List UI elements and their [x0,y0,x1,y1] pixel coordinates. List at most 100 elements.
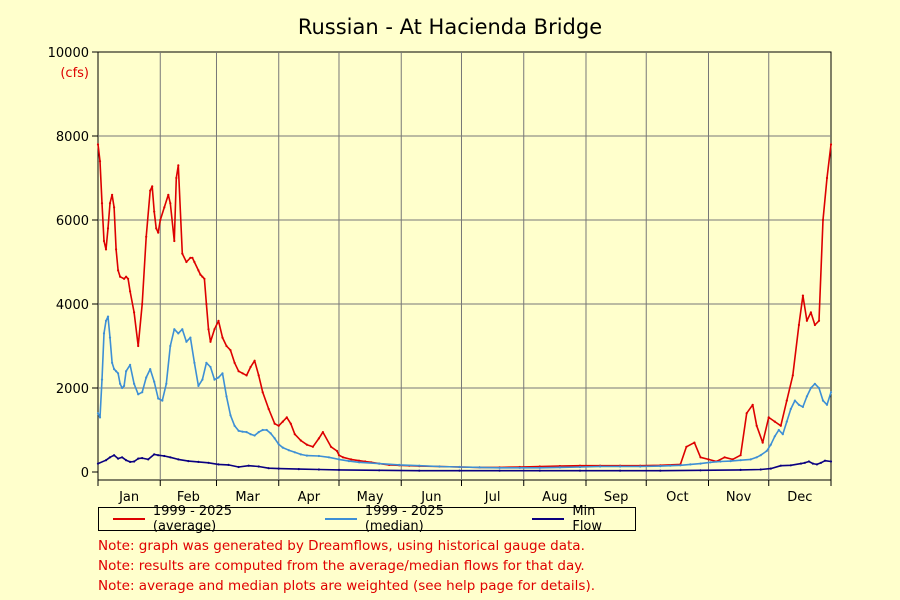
data-point [619,469,622,472]
x-tick-label: Apr [298,490,321,505]
data-point [793,399,797,402]
data-point [289,422,292,425]
data-point [745,412,748,415]
data-point [233,424,236,427]
legend: 1999 - 2025 (average) 1999 - 2025 (media… [98,504,636,534]
plot-area [97,51,832,481]
data-point [759,468,762,471]
data-point [349,458,353,461]
data-point [789,464,792,467]
data-point [213,328,216,331]
data-point [398,463,401,466]
x-axis: Jan Feb Mar Apr May Jun Jul Aug Sep Oct Nov Dec [97,480,832,505]
data-point [145,235,148,238]
data-point [337,454,341,457]
data-point [329,445,333,448]
data-point [161,399,164,402]
data-point [249,433,252,436]
data-point [815,463,819,466]
data-point [104,459,108,462]
data-point [739,454,742,457]
data-point [197,384,200,387]
legend-item-average: 1999 - 2025 (average) [113,504,299,534]
data-point [659,465,662,468]
data-point [707,458,710,461]
data-point [159,218,162,222]
data-point [639,465,642,468]
data-point [277,424,280,427]
data-point [106,315,110,318]
data-point [779,464,782,467]
legend-swatch-min-flow [532,518,565,520]
data-point [149,368,152,371]
data-point [137,393,140,396]
data-point [113,454,116,457]
data-point [723,456,726,459]
data-point [261,428,264,432]
data-point [337,458,341,461]
data-point [125,275,128,278]
data-point [245,431,248,434]
series-line-1 [97,315,832,469]
x-tick-label: Dec [787,490,812,505]
data-point [813,323,817,327]
data-point [181,252,184,255]
data-point [317,454,320,458]
data-point [111,361,114,364]
data-point [739,459,742,462]
data-point [699,469,702,472]
data-point [141,302,144,306]
data-point [761,441,764,444]
series-line-2 [97,453,832,472]
data-point [257,431,260,434]
data-point [823,459,827,462]
data-point [115,248,118,251]
data-point [217,463,220,466]
data-point [133,382,136,385]
data-point [797,323,801,327]
data-point [538,466,541,469]
data-point [378,462,381,465]
data-point [169,456,172,459]
data-point [813,382,817,385]
data-point [739,468,742,471]
data-point [699,456,702,459]
data-point [121,386,124,390]
data-point [193,260,196,264]
data-point [287,449,290,452]
data-point [807,460,811,463]
data-point [773,420,776,423]
series [96,143,833,472]
data-point [119,382,122,385]
data-point [175,176,178,180]
data-point [293,433,296,436]
data-point [113,368,116,371]
data-point [108,456,112,459]
data-point [267,467,270,470]
data-point [797,403,801,406]
x-tick-label: Nov [726,490,752,505]
data-point [221,372,224,375]
data-point [165,382,168,385]
data-point [237,429,240,432]
data-point [759,454,762,457]
note-line: Note: graph was generated by Dreamflows,… [98,538,585,554]
legend-item-min-flow: Min Flow [532,504,629,534]
data-point [685,445,688,448]
data-point [205,361,208,364]
data-point [825,403,829,406]
data-point [273,422,276,425]
data-point [125,370,128,373]
x-tick-label: Jan [118,490,139,505]
data-point [96,412,100,415]
x-tick-label: Feb [177,490,200,505]
data-point [187,460,190,463]
data-point [558,466,562,469]
data-point [201,378,204,381]
data-point [129,363,132,366]
data-point [358,461,361,464]
data-point [149,189,152,192]
x-tick-label: Jul [484,490,501,505]
y-tick-label: 8000 [56,130,89,145]
data-point [181,328,184,331]
